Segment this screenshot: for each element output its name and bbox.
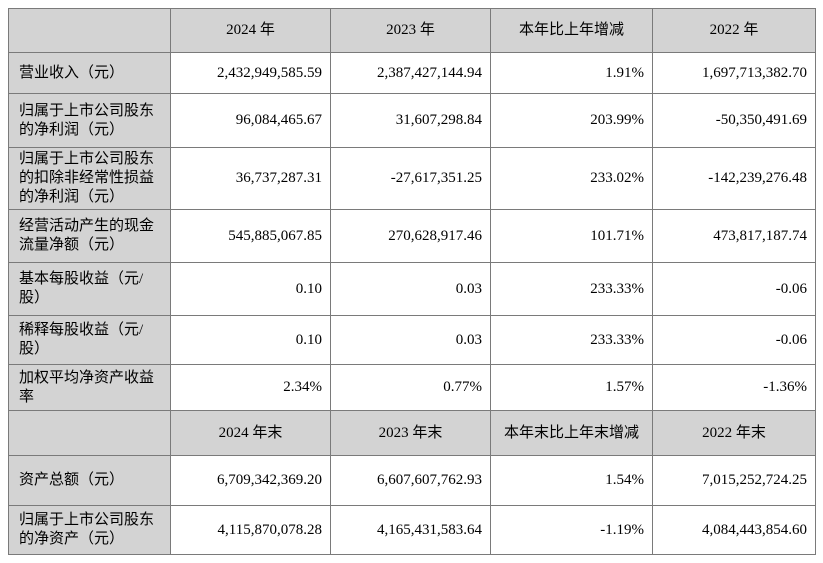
financial-summary-table: 2024 年 2023 年 本年比上年增减 2022 年 营业收入（元） 2,4… xyxy=(8,8,816,555)
row-weighted-avg-roe: 加权平均净资产收益率 2.34% 0.77% 1.57% -1.36% xyxy=(8,364,816,411)
cell-yoy: 203.99% xyxy=(490,93,653,148)
row-diluted-eps: 稀释每股收益（元/股） 0.10 0.03 233.33% -0.06 xyxy=(8,315,816,365)
cell-2022: 7,015,252,724.25 xyxy=(652,455,816,506)
row-label: 归属于上市公司股东的净利润（元） xyxy=(8,93,171,148)
cell-2022: 4,084,443,854.60 xyxy=(652,505,816,555)
header-empty-cell xyxy=(8,410,171,456)
cell-2022: -50,350,491.69 xyxy=(652,93,816,148)
cell-2024: 545,885,067.85 xyxy=(170,209,331,263)
header-empty-cell xyxy=(8,8,171,53)
row-net-assets-attributable: 归属于上市公司股东的净资产（元） 4,115,870,078.28 4,165,… xyxy=(8,505,816,555)
cell-2024: 96,084,465.67 xyxy=(170,93,331,148)
row-label: 资产总额（元） xyxy=(8,455,171,506)
header-2023: 2023 年 xyxy=(330,8,491,53)
row-operating-revenue: 营业收入（元） 2,432,949,585.59 2,387,427,144.9… xyxy=(8,52,816,94)
cell-2023: 270,628,917.46 xyxy=(330,209,491,263)
cell-2024: 36,737,287.31 xyxy=(170,147,331,210)
cell-2023: 2,387,427,144.94 xyxy=(330,52,491,94)
row-net-profit-attributable: 归属于上市公司股东的净利润（元） 96,084,465.67 31,607,29… xyxy=(8,93,816,148)
cell-2024: 0.10 xyxy=(170,315,331,365)
cell-2023: 4,165,431,583.64 xyxy=(330,505,491,555)
cell-2023: 0.03 xyxy=(330,315,491,365)
cell-yoy: 101.71% xyxy=(490,209,653,263)
row-label: 经营活动产生的现金流量净额（元） xyxy=(8,209,171,263)
cell-2023: -27,617,351.25 xyxy=(330,147,491,210)
cell-2024: 0.10 xyxy=(170,262,331,316)
cell-2022: -0.06 xyxy=(652,315,816,365)
row-label: 营业收入（元） xyxy=(8,52,171,94)
cell-2022: 473,817,187.74 xyxy=(652,209,816,263)
row-operating-cash-flow: 经营活动产生的现金流量净额（元） 545,885,067.85 270,628,… xyxy=(8,209,816,263)
table-header-row-yearend: 2024 年末 2023 年末 本年末比上年末增减 2022 年末 xyxy=(8,410,816,456)
cell-yoy: 1.54% xyxy=(490,455,653,506)
cell-2024: 6,709,342,369.20 xyxy=(170,455,331,506)
cell-2023: 6,607,607,762.93 xyxy=(330,455,491,506)
header-2022: 2022 年 xyxy=(652,8,816,53)
header-2023-yearend: 2023 年末 xyxy=(330,410,491,456)
row-label: 加权平均净资产收益率 xyxy=(8,364,171,411)
header-2024-yearend: 2024 年末 xyxy=(170,410,331,456)
cell-2024: 4,115,870,078.28 xyxy=(170,505,331,555)
cell-2022: -0.06 xyxy=(652,262,816,316)
cell-2022: 1,697,713,382.70 xyxy=(652,52,816,94)
row-total-assets: 资产总额（元） 6,709,342,369.20 6,607,607,762.9… xyxy=(8,455,816,506)
cell-yoy: 1.91% xyxy=(490,52,653,94)
header-2024: 2024 年 xyxy=(170,8,331,53)
cell-yoy: 233.33% xyxy=(490,262,653,316)
cell-2023: 0.77% xyxy=(330,364,491,411)
row-label: 归属于上市公司股东的扣除非经常性损益的净利润（元） xyxy=(8,147,171,210)
cell-2022: -142,239,276.48 xyxy=(652,147,816,210)
cell-yoy: 1.57% xyxy=(490,364,653,411)
cell-2024: 2,432,949,585.59 xyxy=(170,52,331,94)
row-basic-eps: 基本每股收益（元/股） 0.10 0.03 233.33% -0.06 xyxy=(8,262,816,316)
row-net-profit-excl-nonrecurring: 归属于上市公司股东的扣除非经常性损益的净利润（元） 36,737,287.31 … xyxy=(8,147,816,210)
cell-yoy: 233.33% xyxy=(490,315,653,365)
header-2022-yearend: 2022 年末 xyxy=(652,410,816,456)
cell-2024: 2.34% xyxy=(170,364,331,411)
cell-2023: 31,607,298.84 xyxy=(330,93,491,148)
row-label: 稀释每股收益（元/股） xyxy=(8,315,171,365)
row-label: 基本每股收益（元/股） xyxy=(8,262,171,316)
cell-2023: 0.03 xyxy=(330,262,491,316)
cell-yoy: 233.02% xyxy=(490,147,653,210)
header-yoy-change: 本年比上年增减 xyxy=(490,8,653,53)
header-yearend-change: 本年末比上年末增减 xyxy=(490,410,653,456)
cell-2022: -1.36% xyxy=(652,364,816,411)
cell-yoy: -1.19% xyxy=(490,505,653,555)
row-label: 归属于上市公司股东的净资产（元） xyxy=(8,505,171,555)
table-header-row-annual: 2024 年 2023 年 本年比上年增减 2022 年 xyxy=(8,8,816,53)
